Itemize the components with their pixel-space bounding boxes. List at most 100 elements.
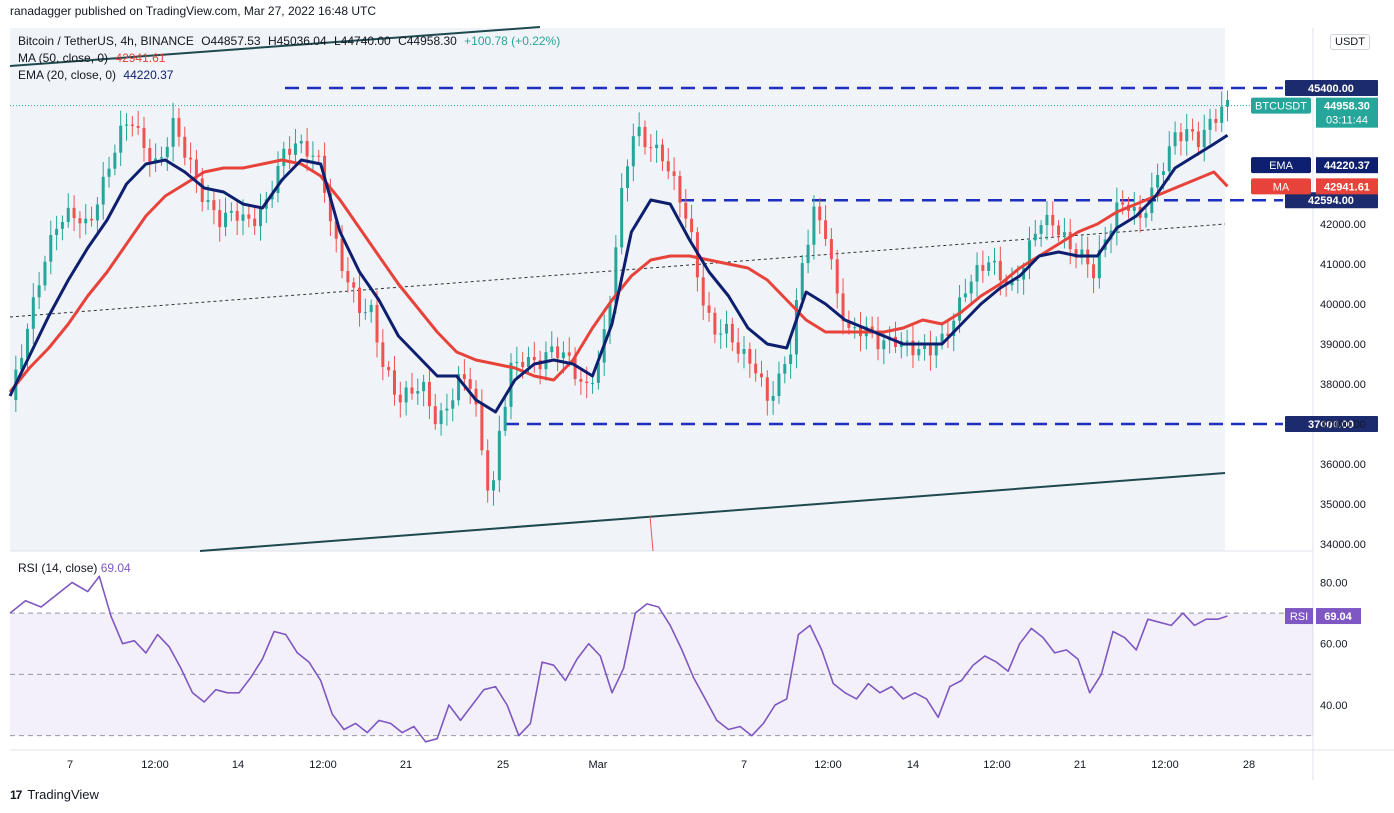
ema-polyline xyxy=(8,133,1229,414)
candle-body xyxy=(95,204,99,221)
candle-body xyxy=(392,370,396,395)
legend-rsi-label: RSI (14, close) xyxy=(18,561,98,575)
candle-body xyxy=(998,260,1002,281)
candle-body xyxy=(1051,214,1055,226)
tag-name-bg xyxy=(1251,157,1311,174)
footer[interactable]: 17 TradingView xyxy=(10,787,99,802)
price-tick-label: 38000.00 xyxy=(1320,379,1366,391)
legend-rsi: RSI (14, close) 69.04 xyxy=(18,561,131,575)
candle-body xyxy=(422,381,426,392)
legend-ema-label: EMA (20, close, 0) xyxy=(18,68,117,82)
candle-body xyxy=(969,281,973,294)
tag-value-bg xyxy=(1316,157,1378,174)
candle-body xyxy=(626,166,629,188)
candle-body xyxy=(538,360,542,370)
candle-body xyxy=(311,155,315,157)
candle-body xyxy=(107,168,111,177)
candle-body xyxy=(917,349,921,356)
candle-body xyxy=(276,165,280,194)
candle-body xyxy=(358,287,362,314)
candle-body xyxy=(427,381,431,407)
candle-body xyxy=(561,352,565,359)
candle-body xyxy=(1161,171,1165,175)
candle-body xyxy=(60,221,64,229)
candle-body xyxy=(1226,100,1230,107)
price-tick-label: 39000.00 xyxy=(1320,339,1366,351)
footer-brand: TradingView xyxy=(27,787,99,802)
currency-badge[interactable]: USDT xyxy=(1330,34,1370,50)
candle-body xyxy=(847,321,851,328)
time-tick-label: 12:00 xyxy=(983,759,1011,771)
candle-body xyxy=(1057,225,1061,236)
channel-upper-line xyxy=(9,26,541,67)
candle-body xyxy=(684,202,688,219)
candle-body xyxy=(410,387,414,394)
candle-body xyxy=(1167,146,1171,172)
price-tick-label: 34000.00 xyxy=(1320,539,1366,551)
candle-body xyxy=(299,140,303,144)
candle-body xyxy=(468,379,472,389)
candle-body xyxy=(293,143,297,155)
candle-body xyxy=(55,228,59,236)
candle-body xyxy=(911,340,915,356)
candle-body xyxy=(631,136,635,167)
candle-body xyxy=(812,206,816,245)
candle-body xyxy=(713,312,717,335)
tag-value-bg xyxy=(1316,97,1378,128)
candle-body xyxy=(777,373,781,396)
candle-body xyxy=(806,244,810,264)
candle-body xyxy=(253,218,257,227)
candle-body xyxy=(818,206,822,221)
candle-body xyxy=(247,214,251,219)
candle-body xyxy=(655,144,659,149)
candle-body xyxy=(457,374,461,401)
legend-ma-value: 42941.61 xyxy=(115,51,166,65)
candle-body xyxy=(49,235,53,262)
candle-body xyxy=(620,187,624,248)
price-pane-shade xyxy=(10,28,1225,551)
candle-body xyxy=(1185,129,1189,142)
candle-body xyxy=(154,158,158,162)
legend-change: +100.78 (+0.22%) xyxy=(464,34,561,48)
time-tick-label: 28 xyxy=(1243,759,1255,771)
candle-body xyxy=(1074,249,1078,258)
candle-body xyxy=(31,297,35,329)
candle-body xyxy=(1068,232,1072,250)
candle-body xyxy=(952,320,956,337)
candle-body xyxy=(1156,174,1160,188)
candle-body xyxy=(1202,129,1206,148)
candle-body xyxy=(503,406,507,431)
candle-body xyxy=(90,218,94,221)
candle-body xyxy=(130,124,134,126)
candle-body xyxy=(165,146,169,158)
tag-name: MA xyxy=(1273,181,1290,193)
candle-body xyxy=(556,346,560,359)
price-tick-label: 40000.00 xyxy=(1320,299,1366,311)
candle-body xyxy=(946,333,950,337)
candle-body xyxy=(328,192,332,222)
candle-body xyxy=(1097,249,1101,279)
time-tick-label: 25 xyxy=(497,759,509,771)
time-tick-label: 12:00 xyxy=(309,759,337,771)
candle-body xyxy=(1092,264,1096,279)
candle-body xyxy=(958,297,962,321)
candle-body xyxy=(375,304,379,343)
legend-price: Bitcoin / TetherUS, 4h, BINANCE O44857.5… xyxy=(18,34,564,48)
rsi-polyline xyxy=(9,575,1228,743)
candle-body xyxy=(596,362,600,383)
candle-body xyxy=(20,357,24,370)
candle-body xyxy=(719,333,723,335)
candle-body xyxy=(585,381,589,384)
candle-body xyxy=(1196,131,1200,148)
rsi-pane: 40.00 60.00 80.00 RSI 69.04 xyxy=(9,575,1361,743)
candle-body xyxy=(398,394,402,403)
legend-ma: MA (50, close, 0) 42941.61 xyxy=(18,51,169,65)
level-tag-bg xyxy=(1285,80,1378,96)
candle-body xyxy=(853,327,857,329)
candle-body xyxy=(923,345,927,350)
time-tick-label: 7 xyxy=(741,759,747,771)
time-tick-label: 12:00 xyxy=(141,759,169,771)
candle-body xyxy=(136,125,140,128)
candle-body xyxy=(550,346,554,353)
